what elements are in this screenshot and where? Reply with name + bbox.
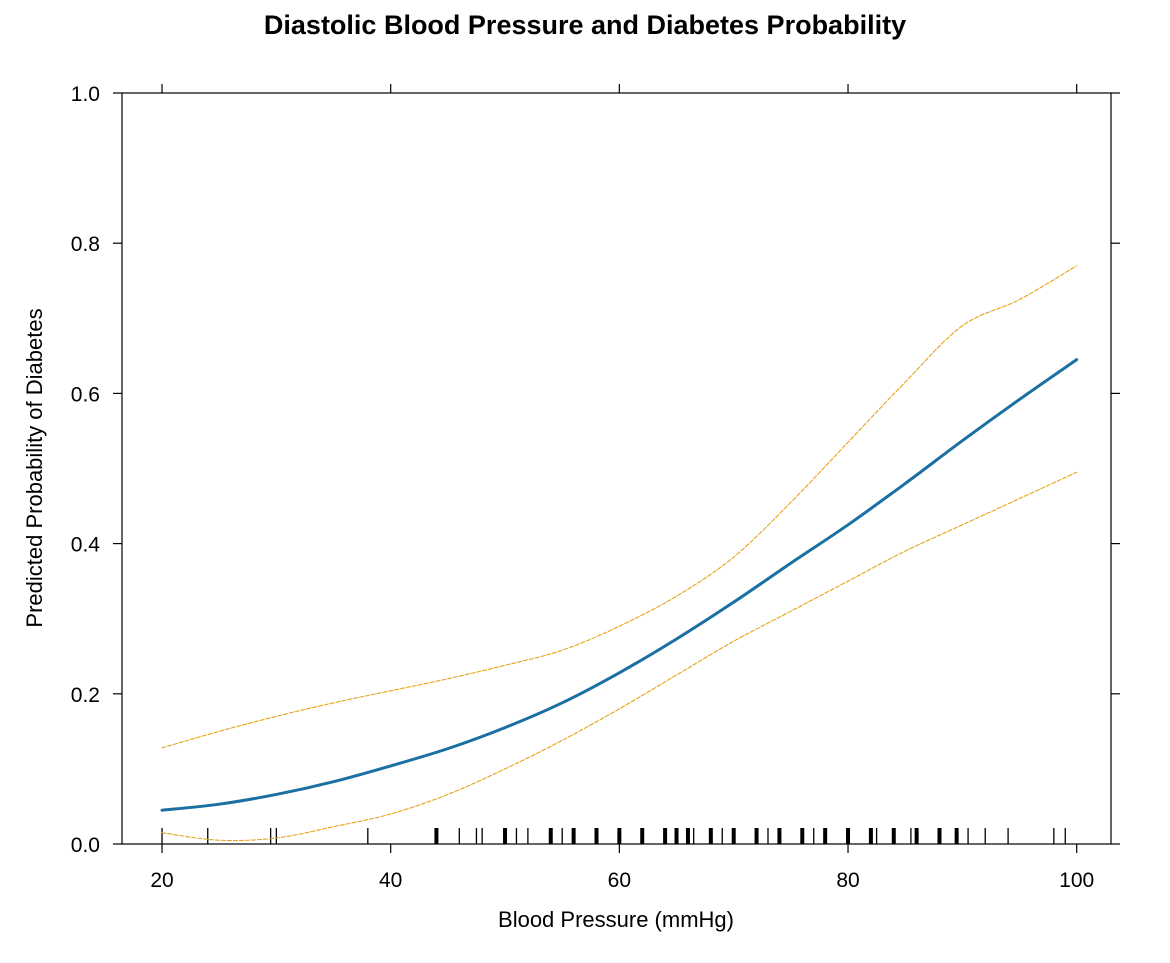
plot-frame (121, 92, 1112, 845)
x-axis-label: Blood Pressure (mmHg) (498, 907, 734, 932)
rug-marks (161, 828, 1066, 844)
x-tick-label: 20 (150, 869, 173, 892)
y-tick-label: 0.6 (71, 383, 100, 406)
fit-line (160, 358, 1079, 812)
series-lines (160, 265, 1079, 842)
x-tick-label: 40 (379, 869, 402, 892)
axis-ticks (113, 84, 1120, 853)
y-tick-label: 0.2 (71, 684, 100, 707)
x-tick-label: 80 (836, 869, 859, 892)
axis-tick-labels: 20 40 60 80 100 0.0 0.2 0.4 0.6 0.8 1.0 (71, 83, 1094, 892)
x-tick-label: 100 (1059, 869, 1094, 892)
y-tick-label: 1.0 (71, 83, 100, 106)
y-tick-label: 0.4 (71, 534, 101, 557)
upper-ci-line (161, 265, 1078, 749)
lower-ci-line (161, 471, 1078, 842)
chart-title: Diastolic Blood Pressure and Diabetes Pr… (264, 10, 906, 40)
y-axis-label: Predicted Probability of Diabetes (22, 308, 47, 627)
y-tick-label: 0.0 (71, 834, 100, 857)
y-tick-label: 0.8 (71, 233, 100, 256)
x-tick-label: 60 (608, 869, 631, 892)
